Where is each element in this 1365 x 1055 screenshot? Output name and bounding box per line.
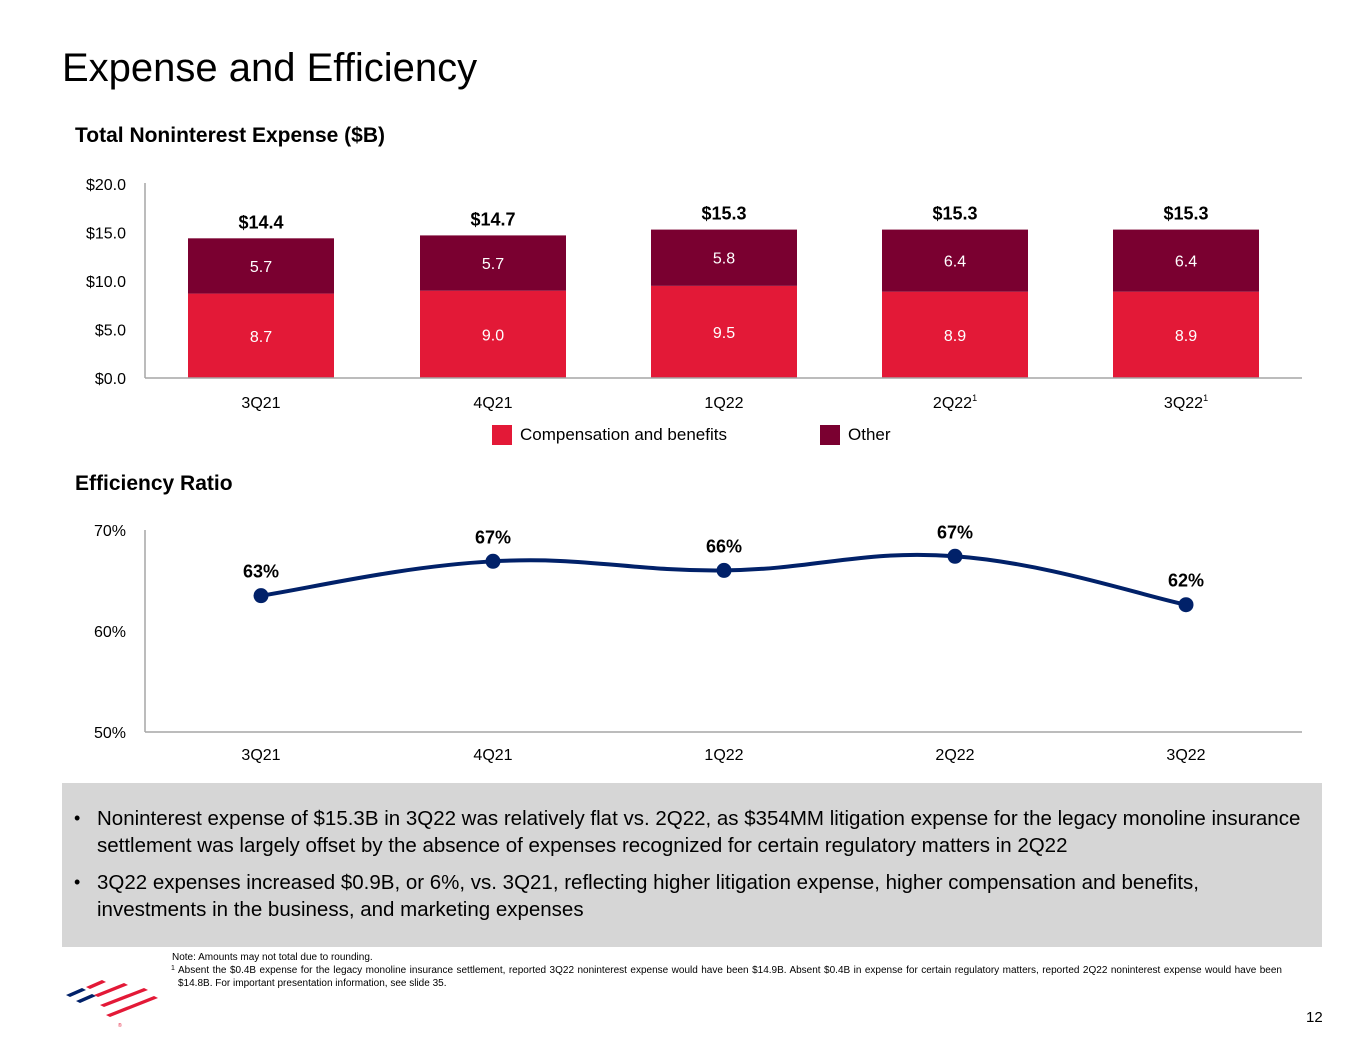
x-tick-label: 3Q221 — [1164, 393, 1208, 412]
commentary-box: • Noninterest expense of $15.3B in 3Q22 … — [62, 783, 1322, 947]
x-tick-label: 4Q21 — [473, 395, 512, 412]
legend-label-compensation: Compensation and benefits — [520, 425, 727, 444]
segment-value-label: 6.4 — [1175, 254, 1197, 271]
bar-segment-other — [188, 238, 334, 294]
rounding-note: Note: Amounts may not total due to round… — [172, 952, 373, 963]
footnote-superscript: 1 — [972, 393, 977, 403]
segment-value-label: 5.7 — [482, 256, 504, 273]
bar-segment-other — [420, 235, 566, 291]
data-point-label: 67% — [475, 527, 511, 547]
segment-value-label: 5.8 — [713, 251, 735, 268]
footnote-superscript: 1 — [1203, 393, 1208, 403]
legend-label-other: Other — [848, 425, 891, 444]
x-tick-label: 2Q22 — [935, 747, 974, 764]
legend-swatch-compensation — [492, 425, 512, 445]
bullet-dot: • — [74, 808, 81, 828]
flag-icon — [66, 980, 158, 1017]
data-point-marker — [485, 553, 501, 569]
bullet-text: 3Q22 expenses increased $0.9B, or 6%, vs… — [97, 871, 1199, 921]
bar-chart-title: Total Noninterest Expense ($B) — [75, 124, 385, 147]
data-point-label: 66% — [706, 536, 742, 556]
segment-value-label: 5.7 — [250, 259, 272, 276]
data-point-marker — [1178, 597, 1194, 613]
bar-segment-compensation — [1113, 291, 1259, 378]
segment-value-label: 8.9 — [944, 328, 966, 345]
segment-value-label: 6.4 — [944, 254, 966, 271]
data-point-label: 62% — [1168, 571, 1204, 591]
y-tick-label: $15.0 — [86, 226, 126, 243]
bar-segment-compensation — [188, 293, 334, 378]
noninterest-expense-bar-chart: $0.0 $5.0 $10.0 $15.0 $20.0 8.7 5.7 $14.4 3Q21 9.… — [86, 177, 1302, 412]
x-tick-label: 2Q221 — [933, 393, 977, 412]
segment-value-label: 9.5 — [713, 325, 735, 342]
bar-segment-other — [651, 229, 797, 286]
bar-segment-compensation — [420, 290, 566, 378]
y-tick-label: $5.0 — [95, 323, 126, 340]
x-tick-label: 3Q22 — [1166, 747, 1205, 764]
legend-item-other: Other — [820, 425, 891, 445]
bar-total-label: $14.4 — [238, 212, 283, 232]
bullet-text: Noninterest expense of $15.3B in 3Q22 wa… — [97, 807, 1301, 857]
bar-total-label: $15.3 — [932, 204, 977, 224]
y-tick-label: $10.0 — [86, 274, 126, 291]
data-point-marker — [716, 562, 732, 578]
bullet-dot: • — [74, 872, 81, 892]
footnote-1: 1 Absent the $0.4B expense for the legac… — [171, 964, 1282, 990]
x-tick-label: 1Q22 — [704, 395, 743, 412]
segment-value-label: 8.9 — [1175, 328, 1197, 345]
y-tick-label: 70% — [94, 523, 126, 540]
efficiency-ratio-line-chart: 50% 60% 70% 63% 3Q21 67% 4Q21 66% 1Q22 67% 2Q22 62%… — [94, 522, 1302, 764]
data-point-marker — [947, 548, 963, 564]
x-tick-label: 3Q21 — [241, 747, 280, 764]
bar-chart-legend: Compensation and benefits Other — [0, 425, 1365, 449]
y-tick-label: $20.0 — [86, 177, 126, 194]
y-tick-label: 60% — [94, 624, 126, 641]
legend-swatch-other — [820, 425, 840, 445]
x-tick-label: 4Q21 — [473, 747, 512, 764]
data-point-label: 63% — [243, 562, 279, 582]
page-number: 12 — [1306, 1009, 1323, 1026]
efficiency-ratio-line — [260, 552, 1187, 607]
line-chart-title: Efficiency Ratio — [75, 472, 233, 495]
bar-total-label: $15.3 — [1163, 204, 1208, 224]
page-title: Expense and Efficiency — [62, 46, 478, 90]
bar-total-label: $15.3 — [701, 204, 746, 224]
x-tick-label: 1Q22 — [704, 747, 743, 764]
data-point-label: 67% — [937, 522, 973, 542]
data-point-marker — [253, 588, 269, 604]
y-tick-label: 50% — [94, 725, 126, 742]
bank-of-america-flag-logo: ® — [66, 980, 158, 1029]
segment-value-label: 8.7 — [250, 329, 272, 346]
segment-value-label: 9.0 — [482, 327, 504, 344]
registered-mark: ® — [118, 1022, 122, 1029]
y-tick-label: $0.0 — [95, 371, 126, 388]
legend-item-compensation: Compensation and benefits — [492, 425, 727, 445]
bar-total-label: $14.7 — [470, 209, 515, 229]
footnote-text: Absent the $0.4B expense for the legacy … — [178, 965, 1282, 989]
bar-segment-other — [882, 229, 1028, 292]
bar-segment-compensation — [651, 285, 797, 378]
x-tick-label: 3Q21 — [241, 395, 280, 412]
footnote-marker: 1 — [171, 965, 175, 972]
bar-segment-other — [1113, 229, 1259, 292]
bar-segment-compensation — [882, 291, 1028, 378]
